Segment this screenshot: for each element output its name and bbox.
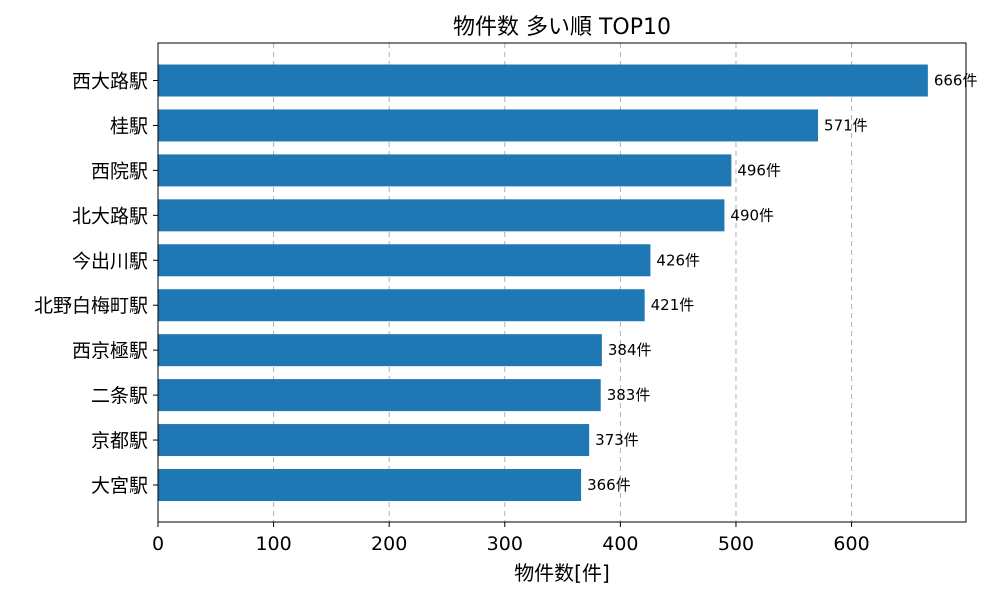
x-ticks: 0 100 200 300 400 500 600 xyxy=(152,522,870,555)
data-label: 496件 xyxy=(737,161,781,179)
x-tick-label: 200 xyxy=(371,533,407,555)
x-tick-label: 300 xyxy=(487,533,523,555)
chart-title: 物件数 多い順 TOP10 xyxy=(453,15,671,40)
x-tick-label: 0 xyxy=(152,533,164,555)
bar xyxy=(158,154,732,187)
bar xyxy=(158,334,602,367)
data-label: 426件 xyxy=(656,251,700,269)
y-tick-label: 北大路駅 xyxy=(72,205,148,227)
x-tick-label: 400 xyxy=(602,533,638,555)
bar xyxy=(158,424,590,457)
data-label: 373件 xyxy=(595,431,639,449)
y-tick-label: 大宮駅 xyxy=(91,475,148,497)
data-label: 384件 xyxy=(608,341,652,359)
bar xyxy=(158,244,651,277)
y-tick-label: 西京極駅 xyxy=(72,340,148,362)
y-tick-label: 西院駅 xyxy=(91,160,148,182)
bars xyxy=(158,64,928,501)
plot-frame xyxy=(157,42,967,523)
data-label: 666件 xyxy=(934,72,978,90)
bar xyxy=(158,64,928,97)
bar xyxy=(158,199,725,232)
y-tick-label: 二条駅 xyxy=(91,385,148,407)
y-tick-label: 桂駅 xyxy=(110,115,148,137)
x-tick-label: 100 xyxy=(255,533,291,555)
data-label: 421件 xyxy=(651,296,695,314)
y-tick-label: 今出川駅 xyxy=(72,250,148,272)
data-labels: 666件 571件 496件 490件 426件 421件 384件 383件 373件 366件 xyxy=(587,72,977,495)
bar xyxy=(158,469,582,501)
y-tick-label: 京都駅 xyxy=(91,430,148,452)
bar xyxy=(158,379,601,412)
x-tick-label: 500 xyxy=(718,533,754,555)
y-tick-label: 西大路駅 xyxy=(72,71,148,93)
bar xyxy=(158,109,819,142)
data-label: 366件 xyxy=(587,476,631,494)
data-label: 383件 xyxy=(607,386,651,404)
x-axis-label: 物件数[件] xyxy=(514,561,610,585)
x-tick-label: 600 xyxy=(833,533,869,555)
bar xyxy=(158,289,645,322)
data-label: 571件 xyxy=(824,116,868,134)
data-label: 490件 xyxy=(730,206,774,224)
y-tick-label: 北野白梅町駅 xyxy=(34,295,148,317)
